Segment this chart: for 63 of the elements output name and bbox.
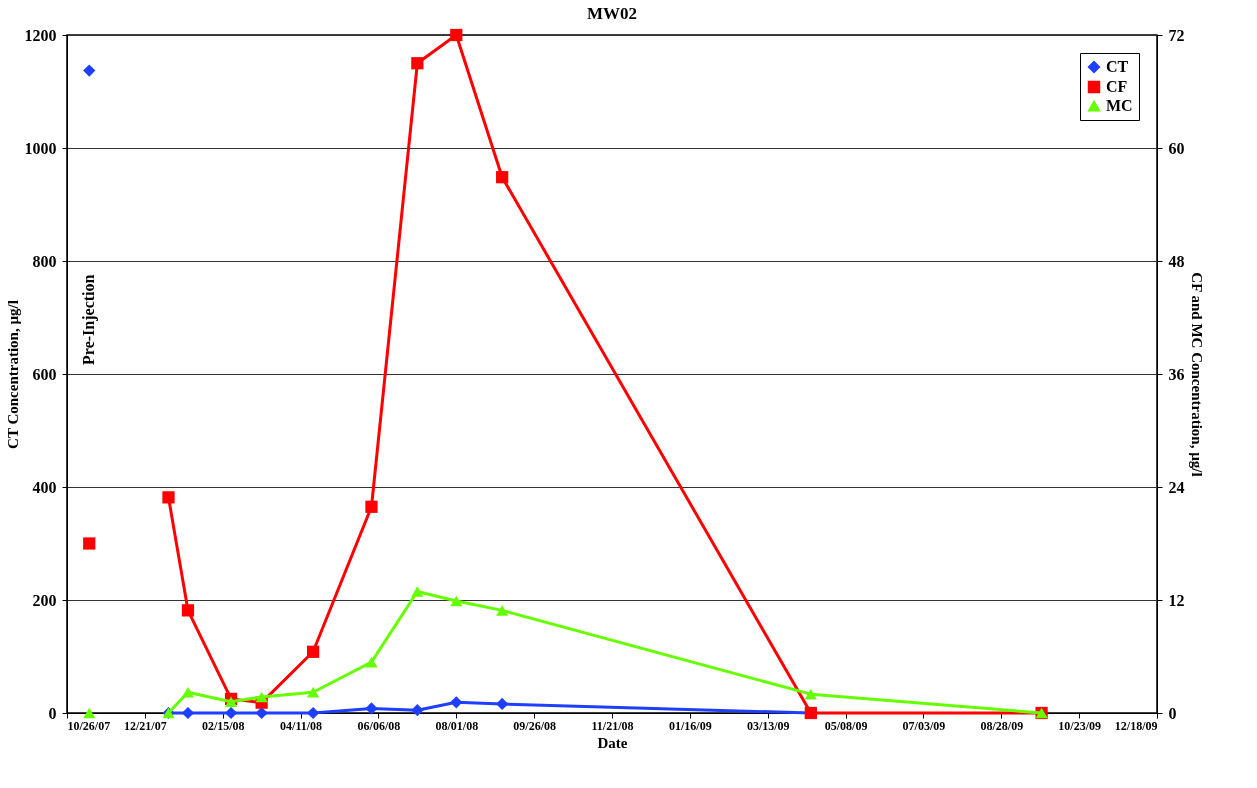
point — [411, 57, 424, 70]
legend-label: MC — [1106, 97, 1133, 114]
x-tick-label: 12/18/09 — [1114, 718, 1158, 733]
y2-tick-label: 36 — [1168, 365, 1185, 383]
x-axis-title: Date — [597, 734, 628, 751]
x-tick-label: 11/21/08 — [591, 718, 634, 733]
point — [306, 706, 320, 720]
y-tick-label: 1200 — [24, 26, 57, 44]
y2-tick-label: 24 — [1168, 478, 1185, 496]
point — [411, 586, 424, 597]
y-tick-label: 800 — [32, 252, 57, 270]
x-tick-label: 03/13/09 — [746, 718, 790, 733]
y2-axis-title: CF and MC Concentration, µg/l — [1188, 272, 1205, 477]
annotation: Pre-Injection — [80, 274, 99, 365]
legend-label: CT — [1106, 58, 1129, 75]
y-tick-label: 400 — [32, 478, 57, 496]
x-tick-label: 12/21/07 — [124, 718, 167, 733]
point — [306, 645, 320, 658]
point — [224, 696, 238, 707]
point — [411, 704, 424, 717]
point — [255, 706, 268, 720]
y2-tick-label: 12 — [1168, 591, 1185, 609]
x-tick-label: 07/03/09 — [902, 718, 946, 733]
x-tick-label: 10/26/07 — [67, 718, 111, 733]
x-tick-label: 01/16/09 — [669, 718, 712, 733]
point — [306, 686, 320, 698]
point — [496, 697, 509, 711]
y2-tick-label: 72 — [1168, 26, 1185, 44]
y-tick-label: 200 — [32, 591, 57, 609]
y-tick-label: 600 — [32, 365, 57, 383]
point — [181, 706, 195, 720]
point — [83, 707, 96, 719]
x-tick-label: 08/28/09 — [980, 718, 1024, 733]
point — [450, 595, 463, 607]
y-axis-title: CT Concentration, µg/l — [4, 300, 21, 449]
y2-tick-label: 48 — [1168, 252, 1185, 270]
point — [83, 64, 96, 77]
y2-tick-label: 60 — [1168, 139, 1185, 157]
y2-tick-label: 0 — [1168, 704, 1177, 722]
point — [804, 688, 817, 700]
x-tick-label: 04/11/08 — [280, 718, 323, 733]
y-tick-label: 1000 — [24, 139, 57, 157]
x-tick-label: 02/15/08 — [201, 718, 245, 733]
point — [83, 537, 96, 550]
point — [365, 656, 378, 668]
legend-label: CF — [1106, 78, 1128, 95]
point — [365, 500, 378, 513]
x-tick-label: 05/08/09 — [824, 718, 868, 733]
point — [162, 491, 175, 504]
point — [365, 702, 378, 715]
point — [450, 28, 463, 42]
x-tick-label: 08/01/08 — [435, 718, 479, 733]
point — [224, 706, 238, 720]
x-tick-label: 09/26/08 — [513, 718, 556, 733]
x-tick-label: 10/23/09 — [1058, 718, 1101, 733]
point — [255, 691, 268, 703]
point — [496, 171, 509, 184]
x-tick-label: 06/06/08 — [357, 718, 401, 733]
chart-title: MW02 — [586, 4, 638, 23]
point — [181, 604, 195, 617]
point — [496, 605, 509, 616]
point — [181, 686, 195, 698]
y-tick-label: 0 — [48, 704, 57, 722]
